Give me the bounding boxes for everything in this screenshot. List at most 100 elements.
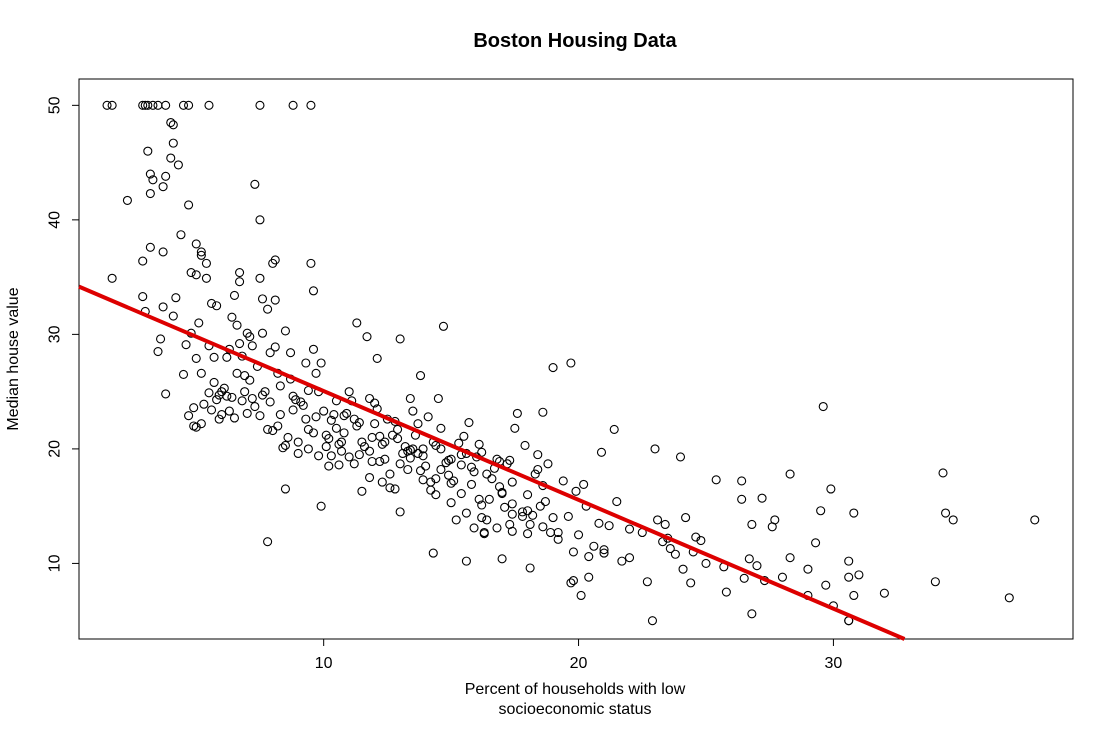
data-point <box>196 368 206 378</box>
data-point <box>525 519 535 530</box>
data-point <box>148 100 158 110</box>
data-point <box>849 508 859 518</box>
data-point <box>390 484 400 494</box>
data-point <box>701 558 711 568</box>
data-point <box>477 447 487 457</box>
data-point <box>191 353 201 363</box>
data-point <box>314 451 324 461</box>
data-point <box>308 344 319 354</box>
data-point <box>497 554 507 564</box>
data-point <box>158 247 168 257</box>
data-point <box>184 100 194 110</box>
data-point <box>426 485 436 495</box>
data-point <box>153 100 163 110</box>
data-point <box>803 564 813 574</box>
data-point <box>497 487 507 497</box>
data-point <box>324 434 334 444</box>
data-point <box>255 100 265 110</box>
data-point <box>377 477 387 487</box>
data-point <box>181 340 191 350</box>
data-point <box>235 267 245 278</box>
data-point <box>737 494 747 504</box>
data-point <box>418 475 428 485</box>
data-point <box>280 484 290 494</box>
plot-frame <box>78 78 1074 640</box>
data-point <box>566 358 576 368</box>
data-point <box>206 405 217 415</box>
data-point <box>214 414 224 424</box>
data-point <box>288 100 298 110</box>
data-point <box>744 554 754 564</box>
data-point <box>474 494 484 504</box>
data-point <box>270 342 280 352</box>
data-point <box>930 577 940 587</box>
data-point <box>421 461 431 471</box>
data-point <box>217 409 227 420</box>
data-point <box>201 273 211 283</box>
data-point <box>477 513 487 523</box>
data-point <box>255 411 265 421</box>
data-point <box>288 405 298 415</box>
data-point <box>517 511 528 522</box>
data-point <box>229 290 240 300</box>
data-point <box>444 455 454 465</box>
data-point <box>385 483 395 493</box>
data-point <box>329 409 339 420</box>
data-point <box>474 439 484 449</box>
data-point <box>222 391 232 401</box>
data-point <box>283 432 293 442</box>
data-point <box>278 443 288 453</box>
data-point <box>365 393 375 404</box>
data-point <box>367 456 377 467</box>
data-point <box>321 442 331 452</box>
data-point <box>270 255 280 265</box>
chart-title: Boston Housing Data <box>473 30 677 52</box>
data-point <box>357 486 367 496</box>
data-point <box>293 437 303 447</box>
data-point <box>184 411 194 421</box>
data-point <box>250 401 260 412</box>
data-point <box>178 369 189 380</box>
data-point <box>482 469 492 479</box>
data-point <box>191 270 201 280</box>
data-point <box>568 576 579 586</box>
data-point <box>268 426 278 436</box>
data-point <box>1030 515 1040 525</box>
data-point <box>589 541 599 551</box>
data-point <box>352 421 362 431</box>
data-point <box>566 578 576 588</box>
data-point <box>331 423 341 433</box>
data-point <box>423 412 433 422</box>
data-point <box>311 412 321 422</box>
data-point <box>301 358 311 368</box>
data-point <box>612 497 622 507</box>
data-point <box>1004 593 1014 603</box>
data-point <box>122 195 132 205</box>
data-point <box>250 179 260 189</box>
data-point <box>517 507 528 517</box>
data-point <box>686 578 696 588</box>
data-point <box>370 398 380 408</box>
data-point <box>168 311 178 321</box>
data-point <box>173 160 183 170</box>
data-point <box>538 407 548 417</box>
data-point <box>191 239 201 249</box>
data-point <box>446 498 456 508</box>
data-point <box>196 247 206 257</box>
data-point <box>492 523 502 533</box>
data-point <box>204 388 214 398</box>
data-point <box>456 489 466 499</box>
data-point <box>153 347 163 357</box>
data-point <box>528 510 538 520</box>
data-point <box>553 527 563 538</box>
data-point <box>507 509 517 519</box>
data-point <box>456 460 466 470</box>
data-point <box>844 572 854 582</box>
x-tick-label: 20 <box>570 655 588 672</box>
data-point <box>247 393 257 404</box>
data-point <box>255 215 265 225</box>
data-point <box>365 472 375 483</box>
data-point <box>711 475 721 485</box>
data-point <box>854 570 864 580</box>
data-point <box>359 442 370 452</box>
